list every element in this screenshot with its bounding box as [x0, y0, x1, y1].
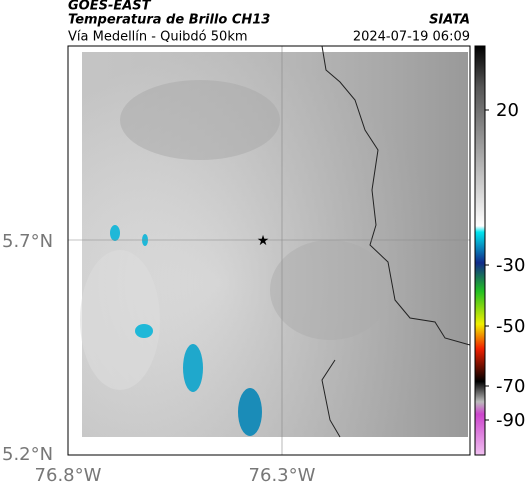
lon-label: 76.3°W: [249, 465, 316, 486]
blank-strip: [82, 437, 468, 455]
lat-label: 5.7°N: [2, 231, 53, 252]
title: Temperatura de Brillo CH13: [68, 13, 270, 28]
cold-cloud: [238, 388, 262, 436]
lon-label: 76.8°W: [35, 465, 102, 486]
cold-cloud: [110, 225, 120, 241]
lat-label: 5.2°N: [2, 444, 53, 465]
colorbar-label: -30: [496, 255, 525, 276]
cloud: [80, 250, 160, 390]
subtitle: Vía Medellín - Quibdó 50km: [68, 30, 248, 45]
boundary: [321, 45, 471, 438]
cold-cloud: [183, 344, 203, 392]
cold-cloud: [135, 324, 153, 338]
site-marker: ★: [257, 233, 270, 249]
colorbar-label: -90: [496, 410, 525, 431]
timestamp: 2024-07-19 06:09: [353, 30, 470, 45]
colorbar: [474, 45, 486, 456]
map-frame: [67, 45, 471, 456]
source: GOES-EAST: [68, 0, 152, 14]
colorbar-label: -70: [496, 376, 525, 397]
organization: SIATA: [429, 13, 470, 28]
cloud: [270, 240, 390, 340]
colorbar-label: 20: [496, 100, 519, 121]
cloud: [120, 80, 280, 160]
colorbar-ticks: 20 -30 -50 -70 -90: [485, 100, 525, 431]
colorbar-label: -50: [496, 316, 525, 337]
map-image: ★: [68, 45, 471, 455]
